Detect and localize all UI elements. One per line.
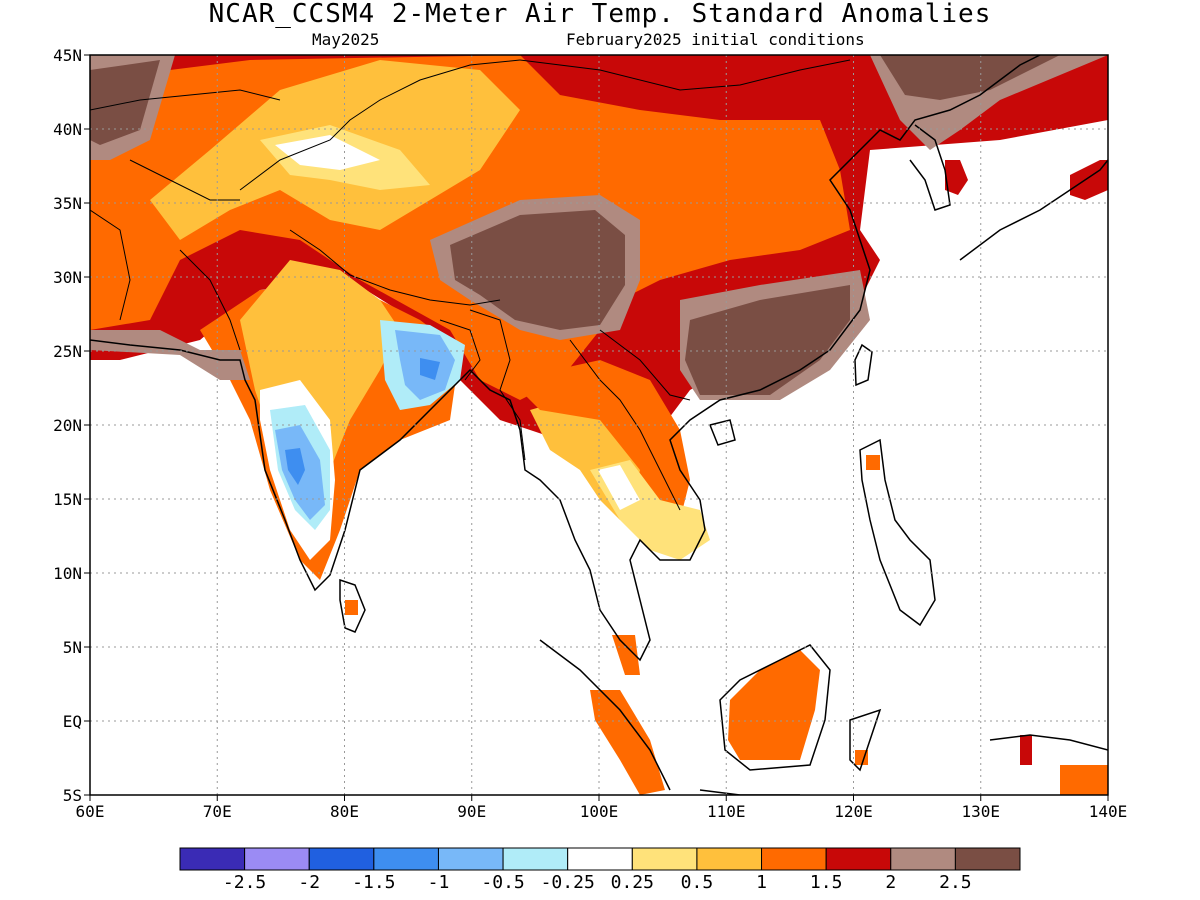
border-india-pakistan	[179, 249, 241, 351]
colorbar-label: 0.25	[611, 872, 654, 893]
lat-tick-label: 20N	[53, 416, 82, 435]
cool-region-blue-east	[420, 358, 440, 380]
border-central-asia	[90, 89, 281, 111]
coastlines	[90, 55, 1108, 795]
colorbar-swatch	[890, 847, 956, 871]
lat-tick-label: 5N	[63, 638, 82, 657]
border-afghan	[129, 159, 240, 201]
colorbar-label: -0.25	[541, 872, 595, 893]
initial-conditions: February2025 initial conditions	[566, 30, 865, 49]
warm-borneo	[728, 650, 820, 760]
colorbar-swatch	[696, 847, 763, 871]
white-band-north	[275, 135, 380, 170]
coastline-japan	[959, 159, 1108, 261]
lat-tick-label: 45N	[53, 46, 82, 65]
border-myanmar	[469, 309, 526, 461]
colorbar-label: -2	[298, 872, 320, 893]
coastline-korea	[909, 124, 951, 211]
lat-tick-label: 30N	[53, 268, 82, 287]
warm-sumatra	[590, 690, 665, 795]
warm-region-light-orange-india	[240, 260, 400, 540]
border-mongolia	[519, 59, 851, 91]
lon-tick-label: 90E	[457, 802, 486, 821]
colorbar-label: 1	[756, 872, 767, 893]
gridlines	[90, 55, 1108, 795]
longitude-axis: 60E 70E 80E 90E 100E 110E 120E 130E 140E	[76, 795, 1128, 821]
warm-srilanka	[345, 600, 358, 615]
colorbar-label: 1.5	[810, 872, 843, 893]
lon-tick-label: 140E	[1089, 802, 1128, 821]
border-bangladesh	[439, 319, 481, 381]
border-china-vietnam	[599, 329, 691, 401]
colorbar-swatch	[437, 847, 504, 871]
colorbar-label: -1	[428, 872, 450, 893]
lat-tick-label: 40N	[53, 120, 82, 139]
country-borders	[90, 59, 851, 511]
lon-tick-label: 110E	[707, 802, 746, 821]
colorbar-label: 2	[885, 872, 896, 893]
coastline-philippines	[859, 438, 936, 627]
lat-tick-label: 15N	[53, 490, 82, 509]
lat-tick-label: 5S	[63, 786, 82, 805]
page-title: NCAR_CCSM4 2-Meter Air Temp. Standard An…	[208, 0, 992, 29]
border-china-west	[239, 59, 521, 191]
colorbar-swatch	[502, 847, 569, 871]
warm-malay	[612, 635, 640, 675]
colorbar-label: 2.5	[939, 872, 972, 893]
border-indochina	[569, 339, 681, 511]
colorbar-swatch	[567, 847, 633, 871]
colorbar-swatch	[373, 847, 439, 871]
warm-red-newguinea-west	[1020, 735, 1032, 765]
lon-tick-label: 80E	[330, 802, 359, 821]
anomaly-shading	[90, 55, 1108, 795]
colorbar-label: -1.5	[352, 872, 395, 893]
coastline-hainan	[708, 419, 736, 446]
latitude-axis: 45N 40N 35N 30N 25N 20N 15N 10N 5N EQ 5S	[53, 46, 90, 805]
white-seasia	[598, 465, 640, 510]
lat-tick-label: 25N	[53, 342, 82, 361]
colorbar-label: -0.5	[481, 872, 524, 893]
forecast-month: May2025	[312, 30, 380, 49]
lon-tick-label: 70E	[203, 802, 232, 821]
border-himalaya	[289, 229, 501, 306]
lon-tick-label: 100E	[580, 802, 619, 821]
colorbar-label: 0.5	[681, 872, 714, 893]
lat-tick-label: 35N	[53, 194, 82, 213]
hot-core-tibet-dark-brown	[450, 210, 625, 330]
border-iran	[90, 209, 131, 321]
lon-tick-label: 120E	[834, 802, 873, 821]
coastline-java	[699, 789, 800, 795]
colorbar-swatch	[244, 847, 310, 871]
colorbar-label: -2.5	[223, 872, 266, 893]
lon-tick-label: 130E	[961, 802, 1000, 821]
coastline-newguinea	[989, 734, 1108, 751]
coastline-srilanka	[339, 578, 366, 633]
colorbar-swatch	[761, 847, 827, 871]
colorbar-swatch	[179, 847, 246, 871]
colorbar-swatch	[631, 847, 698, 871]
warm-philippines	[866, 455, 880, 470]
hot-core-west-south-light-brown	[90, 330, 250, 380]
warm-red-japan	[1070, 160, 1108, 200]
warm-new-guinea	[1060, 765, 1108, 795]
coastline-sulawesi	[849, 708, 882, 772]
lat-tick-label: EQ	[63, 712, 82, 731]
coastline-borneo	[719, 644, 831, 771]
hot-core-northeast-dark-brown	[880, 55, 1060, 100]
colorbar-swatch	[954, 847, 1021, 871]
coastline-taiwan	[854, 343, 873, 387]
warm-red-korea	[945, 160, 968, 195]
colorbar-swatch	[825, 847, 892, 871]
colorbar: -2.5 -2 -1.5 -1 -0.5 -0.25 0.25 0.5 1 1.5 2 2.5	[179, 847, 1021, 893]
colorbar-swatch	[308, 847, 375, 871]
lon-tick-label: 60E	[76, 802, 105, 821]
lat-tick-label: 10N	[53, 564, 82, 583]
cool-region-blue-south	[285, 448, 305, 485]
coastline-mainland	[90, 55, 1041, 662]
coastline-sumatra	[539, 639, 671, 791]
